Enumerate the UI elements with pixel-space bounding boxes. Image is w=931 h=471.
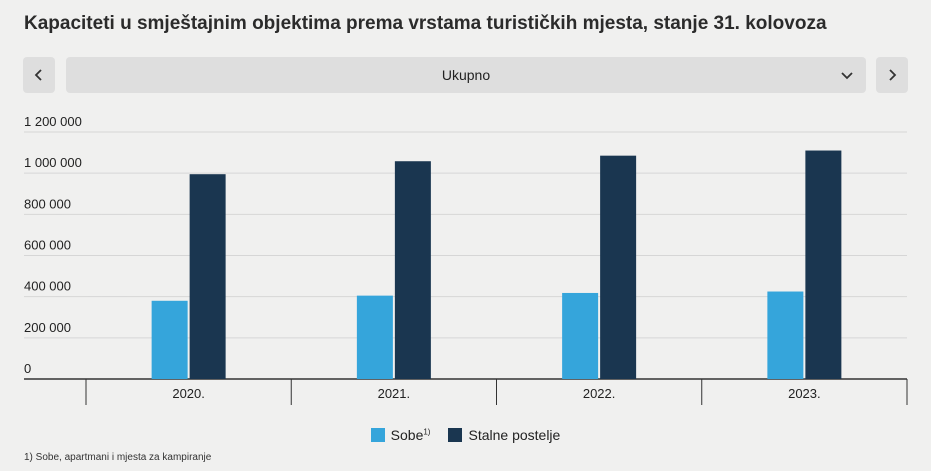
- bar-sobe: [562, 292, 599, 379]
- y-tick-label: 800 000: [24, 196, 71, 211]
- chevron-left-icon: [34, 69, 42, 81]
- y-tick-label: 1 000 000: [24, 155, 82, 170]
- next-button[interactable]: [876, 57, 908, 93]
- y-tick-label: 600 000: [24, 238, 71, 253]
- bar-sobe: [356, 295, 393, 379]
- chevron-right-icon: [889, 69, 897, 81]
- category-select-value: Ukupno: [441, 67, 491, 83]
- y-tick-label: 200 000: [24, 320, 71, 335]
- legend-swatch-stalne-postelje: [448, 428, 463, 442]
- bar-sobe: [151, 300, 188, 379]
- y-tick-label: 400 000: [24, 279, 71, 294]
- legend-item-stalne-postelje[interactable]: Stalne postelje: [448, 427, 560, 443]
- chart-legend: Sobe1) Stalne postelje: [0, 427, 931, 443]
- bar-stalne-postelje: [394, 161, 431, 379]
- chevron-down-icon: [841, 72, 853, 80]
- bar-stalne-postelje: [189, 174, 226, 379]
- previous-button[interactable]: [23, 57, 55, 93]
- bar-sobe: [767, 291, 804, 379]
- x-tick-label: 2021.: [378, 386, 411, 401]
- x-tick-label: 2020.: [172, 386, 205, 401]
- legend-item-sobe[interactable]: Sobe1): [370, 427, 431, 443]
- bar-stalne-postelje: [805, 150, 842, 379]
- y-tick-label: 0: [24, 361, 31, 376]
- footnote: 1) Sobe, apartmani i mjesta za kampiranj…: [24, 452, 212, 463]
- x-tick-label: 2023.: [788, 386, 821, 401]
- legend-swatch-sobe: [370, 428, 385, 442]
- legend-label-stalne-postelje: Stalne postelje: [468, 427, 561, 443]
- chart-title: Kapaciteti u smještajnim objektima prema…: [24, 13, 827, 34]
- y-tick-label: 1 200 000: [24, 114, 82, 129]
- x-tick-label: 2022.: [583, 386, 616, 401]
- bar-chart: 0 200 000 400 000 600 000 800 000 1 000 000 1 …: [24, 114, 908, 405]
- bar-stalne-postelje: [600, 155, 637, 379]
- category-select[interactable]: Ukupno: [66, 57, 866, 93]
- legend-label-sobe: Sobe1): [390, 427, 431, 443]
